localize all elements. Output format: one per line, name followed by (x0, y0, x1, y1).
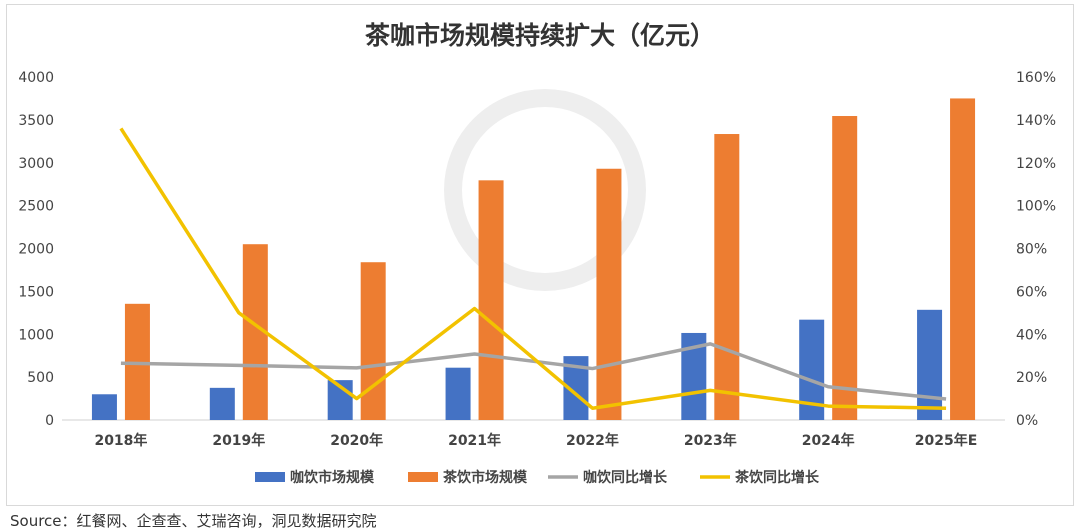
y-left-tick-label: 4000 (18, 70, 54, 86)
y-left-tick-label: 1000 (18, 327, 54, 343)
y-left-tick-label: 2500 (18, 199, 54, 215)
watermark-logo (444, 89, 646, 291)
legend-label: 咖饮市场规模 (290, 469, 375, 486)
bar-coffee (445, 367, 471, 420)
x-tick-label: 2023年 (684, 432, 737, 449)
y-left-tick-label: 500 (27, 370, 54, 386)
legend-label: 咖饮同比增长 (583, 469, 668, 486)
legend-swatch (255, 472, 285, 482)
bar-tea (596, 168, 622, 420)
chart-frame (6, 4, 1074, 506)
x-tick-label: 2019年 (212, 432, 265, 449)
x-tick-label: 2018年 (94, 432, 147, 449)
y-left-tick-label: 0 (45, 413, 54, 429)
chart-title: 茶咖市场规模持续扩大（亿元） (365, 21, 715, 50)
y-left-tick-label: 3500 (18, 113, 54, 129)
y-left-tick-label: 3000 (18, 156, 54, 172)
y-right-tick-label: 160% (1016, 70, 1056, 86)
y-right-tick-label: 100% (1016, 199, 1056, 215)
y-right-tick-label: 140% (1016, 113, 1056, 129)
chart: 茶咖市场规模持续扩大（亿元） 0 500 1000 1500 2000 2500 3000 35… (18, 21, 1056, 486)
bar-tea (714, 134, 740, 420)
y-right-tick-label: 40% (1016, 327, 1047, 343)
y-left-tick-label: 1500 (18, 284, 54, 300)
y-right-tick-label: 80% (1016, 242, 1047, 258)
bar-tea (832, 116, 858, 421)
y-right-tick-label: 60% (1016, 284, 1047, 300)
y-right-tick-label: 20% (1016, 370, 1047, 386)
y-right-tick-label: 120% (1016, 156, 1056, 172)
legend-swatch (408, 472, 438, 482)
line-coffee-growth (120, 342, 947, 401)
bar-coffee (91, 394, 117, 420)
bar-tea (950, 98, 976, 420)
x-tick-label: 2022年 (566, 432, 619, 449)
y-left-tick-label: 2000 (18, 242, 54, 258)
bar-tea (360, 262, 386, 420)
legend-label: 茶饮同比增长 (734, 469, 820, 486)
x-tick-label: 2025年E (915, 432, 978, 449)
source-note: Source：红餐网、企查查、艾瑞咨询，洞见数据研究院 (10, 512, 377, 530)
y-right-tick-label: 0% (1016, 413, 1038, 429)
x-tick-label: 2020年 (330, 432, 383, 449)
line-tea-growth (119, 127, 947, 410)
x-tick-label: 2024年 (802, 432, 855, 449)
bar-tea (478, 180, 504, 420)
bar-coffee (917, 309, 943, 420)
x-tick-label: 2021年 (448, 432, 501, 449)
bar-coffee (209, 387, 235, 420)
legend-label: 茶饮市场规模 (442, 469, 528, 486)
